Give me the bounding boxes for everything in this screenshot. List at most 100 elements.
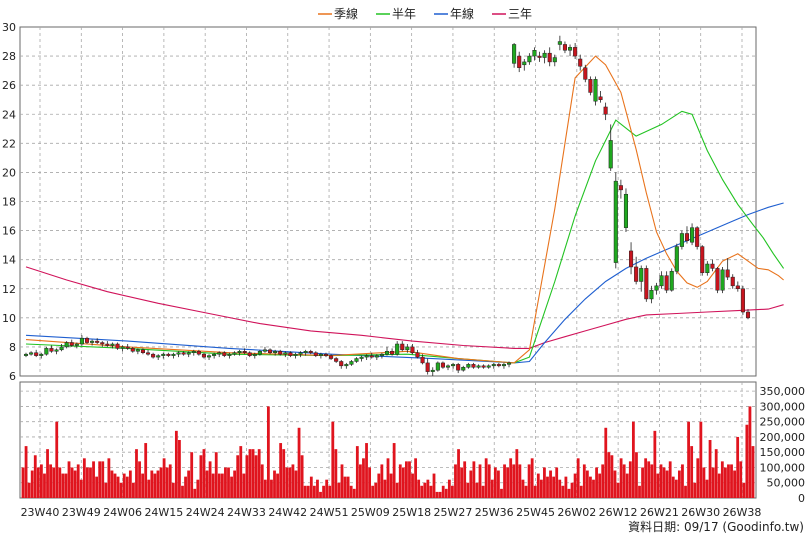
volume-bar bbox=[512, 464, 516, 498]
volume-bar bbox=[466, 482, 470, 498]
volume-bar bbox=[389, 473, 393, 498]
candle-body bbox=[44, 348, 49, 355]
volume-bar bbox=[549, 470, 552, 498]
candle-body bbox=[283, 352, 288, 355]
x-tick-label: 26W12 bbox=[599, 506, 638, 519]
candle-body bbox=[278, 351, 283, 355]
volume-bar bbox=[751, 446, 755, 498]
volume-bar bbox=[736, 436, 740, 498]
candle-body bbox=[659, 275, 664, 287]
volume-tick-label: 100,000 bbox=[760, 461, 806, 474]
volume-bar bbox=[573, 473, 577, 498]
candle-body bbox=[344, 364, 349, 367]
candle-body bbox=[288, 352, 293, 356]
volume-bar bbox=[536, 473, 540, 498]
volume-bar bbox=[395, 482, 399, 498]
volume-bar bbox=[518, 464, 522, 498]
candle-body bbox=[232, 352, 237, 355]
volume-bar bbox=[276, 473, 279, 498]
volume-bar bbox=[132, 482, 135, 498]
volume-bar bbox=[319, 491, 322, 498]
candle-body bbox=[323, 353, 329, 356]
candle-body bbox=[298, 352, 303, 355]
volume-bar bbox=[202, 449, 206, 498]
volume-bar bbox=[530, 458, 534, 498]
candle-body bbox=[568, 47, 573, 51]
candle-body bbox=[217, 352, 222, 355]
volume-bar bbox=[638, 485, 641, 498]
volume-bar bbox=[107, 458, 111, 498]
candle-body bbox=[496, 364, 501, 367]
volume-bar bbox=[239, 446, 243, 498]
volume-bar bbox=[723, 467, 727, 498]
candle-body bbox=[181, 352, 186, 355]
volume-bar bbox=[570, 482, 574, 498]
volume-bar bbox=[36, 467, 40, 498]
candle-body bbox=[415, 352, 420, 358]
candle-body bbox=[171, 353, 176, 356]
candle-body bbox=[334, 358, 339, 362]
volume-bar bbox=[595, 467, 598, 498]
volume-bar bbox=[322, 485, 325, 498]
volume-bar bbox=[294, 470, 298, 498]
volume-bar bbox=[266, 406, 270, 498]
candle-body bbox=[176, 352, 181, 355]
volume-bar bbox=[610, 455, 614, 498]
volume-bar bbox=[730, 464, 733, 498]
candle-body bbox=[390, 351, 395, 355]
volume-bar bbox=[257, 449, 261, 498]
volume-bar bbox=[331, 421, 335, 498]
candle-body bbox=[552, 57, 557, 63]
volume-bar bbox=[248, 449, 252, 498]
volume-bar bbox=[601, 464, 605, 498]
volume-tick-label: 300,000 bbox=[760, 400, 806, 413]
candle-body bbox=[74, 343, 79, 346]
volume-bar bbox=[533, 485, 537, 498]
volume-bar bbox=[497, 470, 500, 498]
volume-bar bbox=[745, 424, 749, 498]
volume-bar bbox=[55, 421, 59, 498]
volume-bar bbox=[714, 449, 718, 498]
volume-bar bbox=[604, 427, 608, 498]
volume-bar bbox=[711, 467, 715, 498]
candle-body bbox=[354, 358, 359, 362]
volume-bar bbox=[325, 479, 329, 498]
volume-bar bbox=[401, 467, 405, 498]
x-tick-label: 26W21 bbox=[640, 506, 679, 519]
legend-label: 半年 bbox=[392, 7, 416, 21]
candle-body bbox=[730, 276, 735, 287]
volume-bar bbox=[509, 458, 513, 498]
volume-bar bbox=[383, 479, 387, 498]
candle-body bbox=[293, 353, 298, 356]
candle-body bbox=[420, 356, 425, 364]
candle-body bbox=[130, 348, 135, 352]
volume-bar bbox=[362, 458, 365, 498]
candle-body bbox=[644, 268, 649, 300]
volume-bar bbox=[607, 452, 611, 498]
volume-bar bbox=[49, 464, 53, 498]
volume-bar bbox=[193, 488, 197, 498]
volume-bar bbox=[417, 479, 421, 498]
volume-bar bbox=[592, 479, 595, 498]
volume-bar bbox=[33, 455, 37, 498]
candle-body bbox=[649, 289, 654, 300]
volume-bar bbox=[273, 470, 276, 498]
x-tick-label: 26W38 bbox=[723, 506, 762, 519]
volume-tick-label: 50,000 bbox=[767, 477, 806, 490]
volume-bar bbox=[647, 461, 651, 498]
volume-bar bbox=[178, 440, 181, 498]
volume-bar bbox=[174, 430, 178, 498]
candle-body bbox=[23, 353, 29, 356]
volume-bar bbox=[309, 476, 313, 498]
volume-bar bbox=[576, 458, 580, 498]
volume-bar bbox=[162, 458, 166, 498]
volume-bar bbox=[521, 479, 525, 498]
volume-bar bbox=[447, 479, 451, 498]
candle-body bbox=[466, 364, 471, 368]
volume-bar bbox=[681, 464, 684, 498]
volume-bars bbox=[21, 406, 755, 498]
volume-bar bbox=[558, 479, 562, 498]
volume-bar bbox=[282, 449, 286, 498]
volume-bar bbox=[392, 443, 396, 498]
